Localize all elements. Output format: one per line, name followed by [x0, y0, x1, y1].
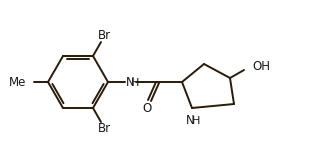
Text: Br: Br [98, 29, 111, 41]
Text: Me: Me [9, 75, 26, 89]
Text: OH: OH [252, 61, 270, 73]
Text: H: H [192, 116, 200, 126]
Text: H: H [131, 78, 140, 88]
Text: N: N [126, 75, 134, 89]
Text: O: O [142, 102, 152, 115]
Text: N: N [186, 113, 194, 126]
Text: Br: Br [98, 123, 111, 135]
